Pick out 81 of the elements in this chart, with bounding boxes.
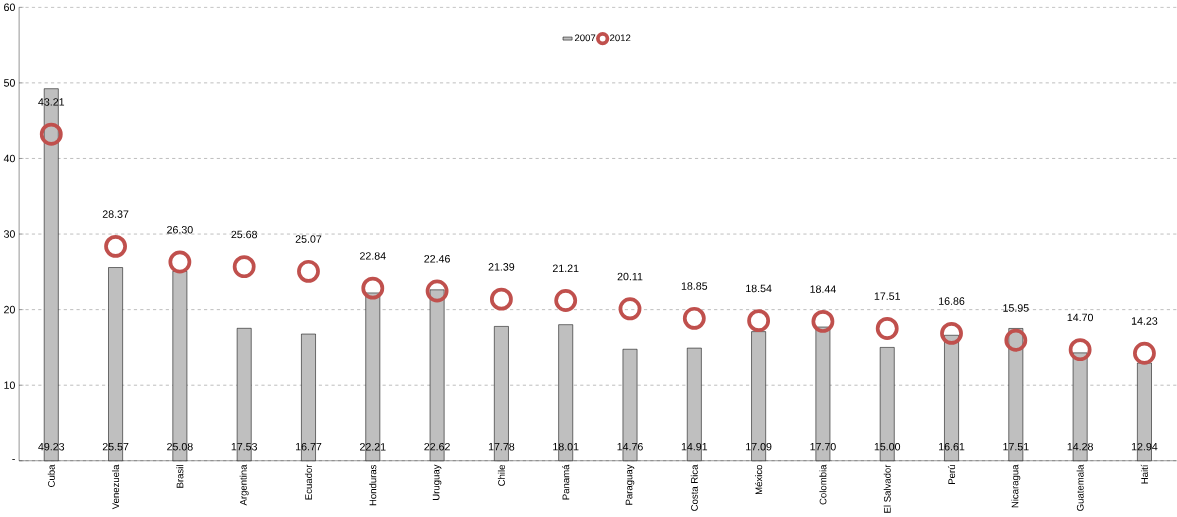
data-label: 17.51: [1003, 443, 1029, 451]
point: [1133, 341, 1156, 365]
point: [940, 321, 963, 345]
x-tick-label: Venezuela: [112, 464, 120, 510]
x-tick-label: Honduras: [369, 464, 377, 506]
point: [232, 255, 256, 279]
x-tick-label: Argentina: [239, 464, 249, 506]
point: [747, 309, 771, 333]
data-label: 14.91: [681, 442, 708, 451]
data-label: 14.70: [1067, 313, 1094, 322]
data-label: 49.23: [38, 442, 65, 451]
data-label: 26.30: [167, 226, 193, 234]
data-label: 18.44: [810, 285, 836, 293]
y-tick-label: 50: [3, 79, 15, 87]
x-tick-label: Ecuador: [304, 464, 312, 500]
x-tick-label: Colombia: [819, 464, 827, 505]
x-tick-label: El Salvador: [883, 464, 891, 513]
legend-label: 2012: [610, 34, 631, 42]
data-label: 16.77: [296, 442, 322, 451]
x-tick-label: Panamá: [562, 464, 570, 500]
x-tick-label: Paraguay: [625, 464, 635, 505]
data-label: 25.57: [102, 442, 129, 451]
point: [104, 234, 127, 258]
point: [425, 279, 449, 303]
data-label: 12.94: [1131, 442, 1158, 451]
data-label: 28.37: [102, 210, 129, 218]
data-label: 20.11: [617, 272, 643, 281]
data-label: 16.86: [939, 297, 965, 305]
point: [1068, 338, 1092, 362]
point: [489, 287, 513, 311]
data-label: 14.23: [1131, 317, 1158, 325]
point: [1004, 328, 1028, 352]
data-label: 22.62: [424, 442, 450, 451]
data-label: 17.09: [746, 442, 772, 451]
data-label: 17.78: [488, 442, 515, 451]
data-label: 18.54: [746, 284, 772, 293]
point: [39, 122, 63, 146]
data-label: 25.08: [167, 442, 193, 451]
x-tick-label: Guatemala: [1076, 464, 1084, 511]
x-tick-label: Uruguay: [432, 464, 442, 500]
x-tick-label: Brasil: [176, 465, 184, 488]
data-label: 16.61: [939, 442, 965, 451]
data-label: 15.00: [874, 442, 901, 451]
data-label: 17.70: [810, 442, 836, 451]
legend-label: 2007: [574, 34, 596, 42]
point: [361, 276, 385, 300]
y-tick-label: 30: [3, 230, 15, 238]
x-tick-label: Cuba: [47, 464, 55, 487]
data-label: 18.01: [553, 442, 579, 451]
x-tick-label: Haití: [1140, 464, 1149, 484]
x-tick-label: Nicaragua: [1011, 464, 1021, 508]
y-tick-label: 10: [4, 381, 15, 389]
point: [297, 259, 320, 283]
data-label: 22.21: [360, 443, 386, 451]
data-label: 22.46: [424, 255, 450, 263]
data-label: 15.95: [1003, 304, 1029, 312]
data-label: 22.84: [360, 252, 386, 260]
point: [682, 306, 706, 330]
data-label: 21.21: [552, 264, 579, 272]
y-tick-label: 40: [3, 154, 15, 163]
point: [168, 250, 192, 274]
data-label: 17.53: [231, 442, 258, 451]
data-label: 21.39: [488, 263, 515, 271]
data-label: 17.51: [874, 292, 901, 300]
point: [875, 317, 899, 340]
data-label: 14.76: [617, 442, 643, 451]
point: [618, 297, 642, 321]
data-label: 25.68: [231, 230, 258, 239]
x-tick-label: Costa Rica: [690, 464, 698, 511]
y-tick-label: -: [12, 459, 15, 460]
x-tick-label: México: [755, 464, 763, 495]
data-label: 14.28: [1067, 442, 1093, 451]
data-label: 43.21: [38, 98, 65, 106]
x-tick-label: Chile: [497, 464, 505, 486]
y-tick-label: 20: [4, 305, 15, 314]
point: [811, 310, 835, 333]
data-label: 25.07: [295, 235, 322, 243]
y-tick-label: 60: [4, 3, 15, 12]
point: [554, 289, 578, 312]
x-tick-label: Perú: [947, 465, 956, 484]
data-label: 18.85: [681, 282, 708, 290]
